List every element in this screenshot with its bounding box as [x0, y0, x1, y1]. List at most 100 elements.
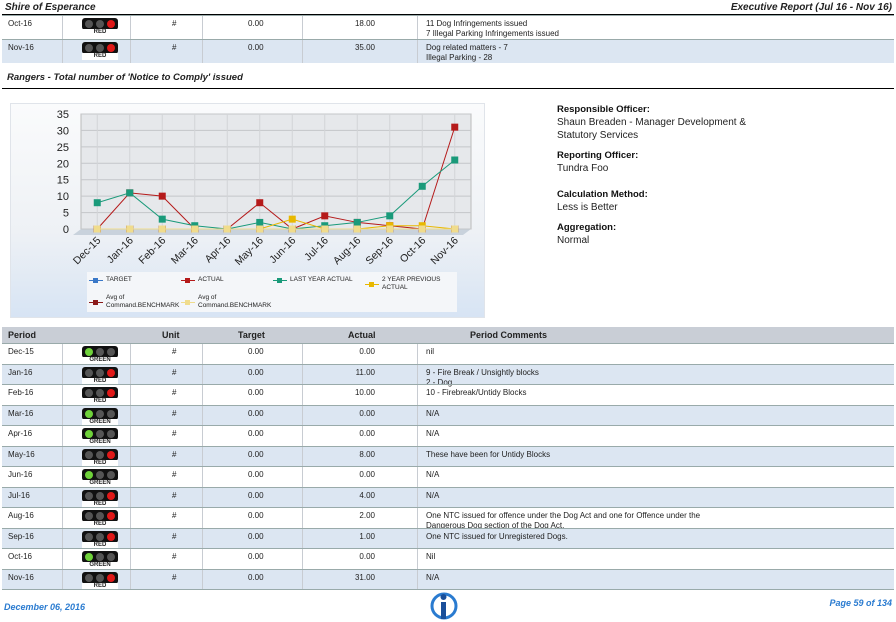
- lamp: [96, 471, 104, 479]
- table-header: Period Unit Target Actual Period Comment…: [2, 327, 894, 343]
- column-separator: [302, 446, 303, 466]
- unit: #: [172, 429, 177, 438]
- unit: #: [172, 572, 177, 582]
- data-point: [321, 212, 329, 220]
- column-separator: [202, 528, 203, 548]
- info-label: Reporting Officer:: [557, 150, 639, 161]
- legend-label: LAST YEAR ACTUAL: [290, 276, 353, 283]
- column-separator: [302, 40, 303, 63]
- lamp: [96, 553, 104, 561]
- status-light: [82, 571, 118, 584]
- lamp: [96, 409, 104, 418]
- lamp: [96, 573, 104, 582]
- legend-item: TARGET: [89, 276, 179, 284]
- column-separator: [62, 467, 63, 487]
- period: Oct-16: [8, 19, 33, 28]
- column-separator: [417, 569, 418, 589]
- data-point: [256, 199, 264, 207]
- data-point: [93, 199, 101, 207]
- status-light: [82, 42, 118, 54]
- column-separator: [130, 467, 131, 487]
- column-separator: [202, 508, 203, 528]
- lamp: [96, 389, 104, 397]
- column-separator: [130, 446, 131, 466]
- column-separator: [302, 426, 303, 446]
- column-separator: [130, 528, 131, 548]
- legend-marker: [185, 277, 190, 283]
- legend-marker: [185, 299, 190, 305]
- legend-label: Avg of Command.BENCHMARK: [106, 294, 180, 309]
- x-tick-label: Nov-16: [428, 235, 461, 268]
- y-tick-label: 10: [57, 191, 69, 203]
- period: Nov-16: [8, 572, 34, 582]
- data-point: [191, 225, 199, 233]
- legend: TARGET ACTUAL LAST YEAR ACTUAL 2 YEAR PREVI…: [87, 272, 457, 312]
- column-separator: [62, 344, 63, 364]
- lamp: [85, 430, 93, 438]
- lamp: [85, 491, 93, 500]
- target: 0.00: [248, 552, 264, 561]
- legend-label: ACTUAL: [198, 276, 224, 283]
- lamp: [85, 532, 93, 541]
- column-separator: [302, 528, 303, 548]
- table-row: May-16 RED #0.00 8.00 These have been for Un…: [2, 445, 894, 467]
- column-separator: [302, 508, 303, 528]
- unit: #: [172, 470, 177, 479]
- lamp: [96, 450, 104, 459]
- status-label: GREEN: [82, 418, 118, 426]
- x-tick-label: Jun-16: [267, 235, 298, 266]
- data-point: [126, 225, 134, 233]
- column-separator: [62, 16, 63, 39]
- column-separator: [62, 364, 63, 384]
- target: 0.00: [248, 449, 264, 459]
- column-separator: [62, 405, 63, 425]
- legend-marker: [93, 299, 98, 305]
- data-point: [418, 225, 426, 233]
- target: 0.00: [248, 43, 264, 52]
- comment: Nil: [426, 552, 436, 561]
- legend-marker: [93, 277, 98, 283]
- unit: #: [172, 43, 177, 52]
- y-tick-label: 35: [57, 109, 69, 121]
- lamp: [107, 368, 115, 377]
- column-separator: [62, 446, 63, 466]
- column-separator: [202, 446, 203, 466]
- comment: One NTC issued for offence under the Dog…: [426, 511, 701, 520]
- column-separator: [130, 549, 131, 569]
- status-label: RED: [82, 459, 118, 467]
- lamp: [107, 532, 115, 541]
- info-value: Statutory Services: [557, 130, 639, 141]
- column-separator: [130, 487, 131, 507]
- status-light: [82, 407, 118, 420]
- info-label: Calculation Method:: [557, 189, 648, 200]
- x-tick-label: Aug-16: [331, 235, 364, 268]
- target: 0.00: [248, 19, 264, 28]
- header-rule: [2, 14, 894, 15]
- lamp: [85, 553, 93, 561]
- table-row: Dec-15 GREEN #0.00 0.00 nil: [2, 343, 894, 364]
- lamp: [85, 389, 93, 397]
- actual: 0.00: [359, 552, 375, 561]
- target: 0.00: [248, 388, 264, 397]
- column-separator: [417, 528, 418, 548]
- lamp: [107, 471, 115, 479]
- lamp: [96, 44, 104, 52]
- column-separator: [417, 467, 418, 487]
- status-light: [82, 530, 118, 543]
- lamp: [85, 368, 93, 377]
- table-row: Jul-16 RED #0.00 4.00 N/A: [2, 486, 894, 508]
- column-separator: [62, 487, 63, 507]
- status-label: RED: [82, 500, 118, 508]
- period: Sep-16: [8, 531, 34, 541]
- status-light: [82, 366, 118, 379]
- col-header: Period: [8, 330, 37, 340]
- column-separator: [302, 467, 303, 487]
- legend-swatch: [89, 276, 103, 284]
- column-separator: [62, 569, 63, 589]
- target: 0.00: [248, 408, 264, 418]
- lamp: [96, 512, 104, 520]
- column-separator: [130, 364, 131, 384]
- status-label: RED: [82, 29, 118, 36]
- data-point: [158, 192, 166, 200]
- x-tick-label: Apr-16: [203, 235, 234, 266]
